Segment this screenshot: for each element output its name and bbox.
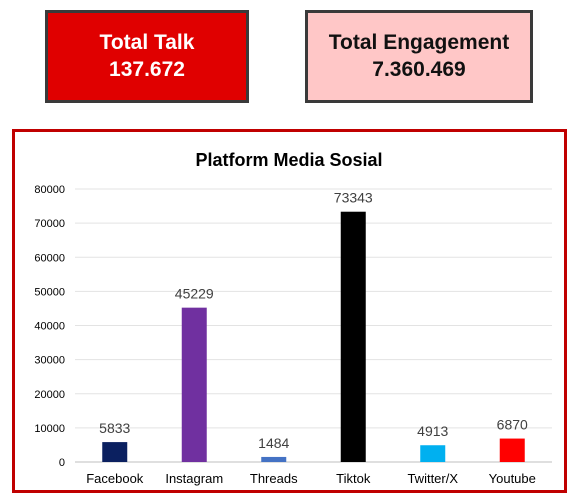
x-category-label: Youtube <box>489 471 536 486</box>
total-engagement-value: 7.360.469 <box>372 57 466 81</box>
y-tick-label: 50000 <box>34 286 65 298</box>
data-label: 4913 <box>417 423 448 439</box>
y-tick-label: 80000 <box>34 184 65 196</box>
chart-title: Platform Media Sosial <box>195 150 382 170</box>
total-engagement-label: Total Engagement <box>328 31 510 55</box>
x-category-label: Facebook <box>86 471 144 486</box>
x-category-label: Twitter/X <box>407 471 458 486</box>
x-category-label: Instagram <box>165 471 223 486</box>
data-label: 73343 <box>334 190 373 206</box>
data-label: 5833 <box>99 420 130 436</box>
y-tick-label: 70000 <box>34 218 65 230</box>
y-tick-label: 30000 <box>34 355 65 367</box>
y-tick-label: 60000 <box>34 252 65 264</box>
x-axis-categories: Facebook Instagram Threads Tiktok Twitter/X Y… <box>86 471 536 486</box>
data-label: 45229 <box>175 286 214 302</box>
y-axis-ticks: 0 10000 20000 30000 40000 50000 60000 70000 8000… <box>34 184 65 469</box>
chart-panel: Platform Media Sosial 0 10000 20000 30000 40… <box>12 129 567 493</box>
gridlines <box>75 188 552 463</box>
y-tick-label: 40000 <box>34 321 65 333</box>
y-tick-label: 20000 <box>34 389 65 401</box>
x-category-label: Tiktok <box>336 471 371 486</box>
data-label: 6870 <box>497 417 528 433</box>
bar-youtube <box>499 438 525 462</box>
bar-chart: Platform Media Sosial 0 10000 20000 30000 40… <box>34 150 552 486</box>
y-tick-label: 10000 <box>34 423 65 435</box>
bar-threads <box>261 456 287 462</box>
bars <box>102 211 525 462</box>
total-talk-label: Total Talk <box>99 31 195 55</box>
bar-facebook <box>102 442 128 462</box>
total-talk-value: 137.672 <box>109 57 185 81</box>
total-engagement-card: Total Engagement 7.360.469 <box>305 10 533 103</box>
bar-instagram <box>181 307 207 462</box>
bar-tiktok <box>340 211 366 462</box>
data-labels: 5833 45229 1484 73343 4913 6870 <box>99 190 528 451</box>
total-talk-card: Total Talk 137.672 <box>45 10 249 103</box>
data-label: 1484 <box>258 435 289 451</box>
bar-twitter-x <box>420 445 446 462</box>
x-category-label: Threads <box>250 471 298 486</box>
y-tick-label: 0 <box>59 457 65 469</box>
